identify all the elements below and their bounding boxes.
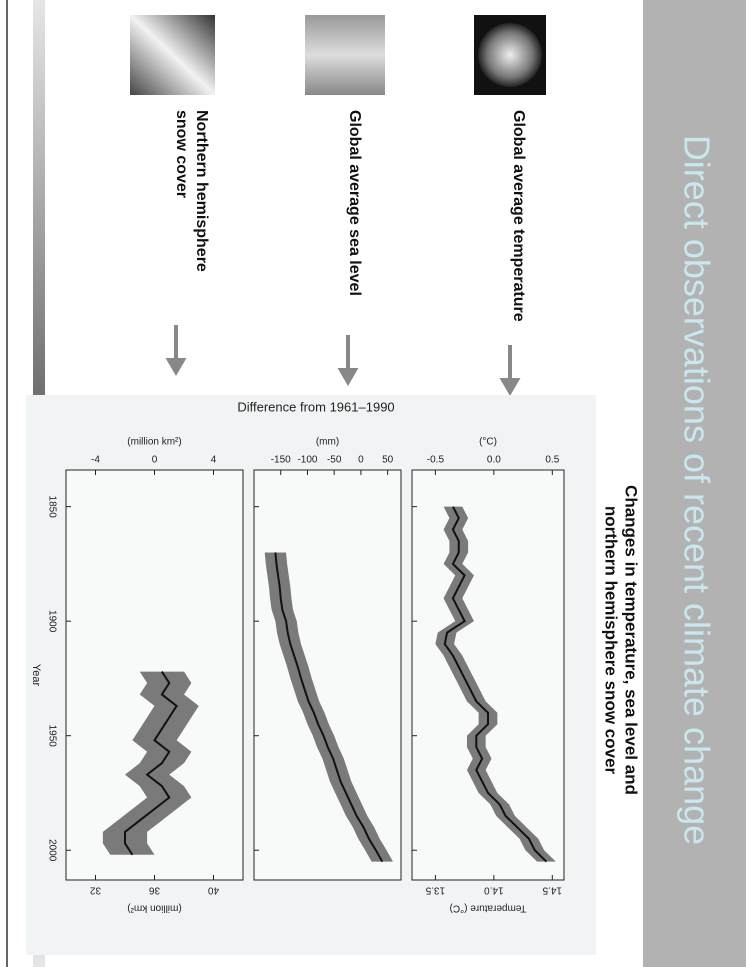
y-tick-label: 0	[152, 455, 158, 466]
y-tick-label: -100	[297, 455, 317, 466]
row-label: Northern hemisphere	[193, 110, 210, 272]
y-tick-label: -4	[91, 455, 100, 466]
y2-tick-label: 36	[149, 884, 161, 895]
y-tick-label: -50	[327, 455, 342, 466]
page: Direct observations of recent climate ch…	[0, 0, 746, 967]
sea-image	[305, 15, 385, 95]
y-tick-label: 50	[382, 455, 394, 466]
y-tick-label: -0.5	[427, 455, 445, 466]
y-tick-label: 0.0	[487, 455, 501, 466]
row-label: Global average temperature	[510, 110, 527, 322]
y-tick-label: -150	[271, 455, 291, 466]
y2-tick-label: 40	[208, 884, 220, 895]
panel-frame	[412, 470, 564, 880]
y2-label: (million km²)	[127, 902, 181, 913]
x-tick-label: 1950	[46, 725, 57, 748]
y-tick-label: 0.5	[545, 455, 559, 466]
y2-tick-label: 32	[90, 884, 102, 895]
y-tick-label: 0	[358, 455, 364, 466]
slide: Direct observations of recent climate ch…	[0, 0, 746, 967]
slide-title: Direct observations of recent climate ch…	[676, 135, 717, 845]
x-tick-label: 1850	[46, 496, 57, 519]
y-label: (mm)	[316, 437, 339, 448]
chart: Changes in temperature, sea level andnor…	[30, 399, 640, 913]
x-tick-label: 2000	[46, 839, 57, 862]
slide-svg: Direct observations of recent climate ch…	[0, 0, 746, 967]
y-label: (°C)	[479, 437, 497, 448]
chart-title: northern hemisphere snow cover	[602, 506, 621, 775]
x-axis-title: Year	[30, 664, 42, 687]
chart-title: Changes in temperature, sea level and	[622, 485, 641, 795]
panel-frame	[254, 470, 401, 880]
y-axis-title: Difference from 1961–1990	[237, 399, 394, 414]
y2-label: Temperature (°C)	[450, 902, 527, 913]
y2-tick-label: 14.5	[542, 884, 562, 895]
snow-image	[130, 15, 215, 95]
y-label: (million km²)	[127, 437, 181, 448]
row-label: Global average sea level	[346, 110, 363, 296]
row-label: snow cover	[173, 110, 190, 198]
y2-tick-label: 13.5	[425, 884, 445, 895]
globe	[478, 23, 542, 87]
y2-tick-label: 14.0	[484, 884, 504, 895]
y-tick-label: 4	[211, 455, 217, 466]
x-tick-label: 1900	[46, 610, 57, 633]
